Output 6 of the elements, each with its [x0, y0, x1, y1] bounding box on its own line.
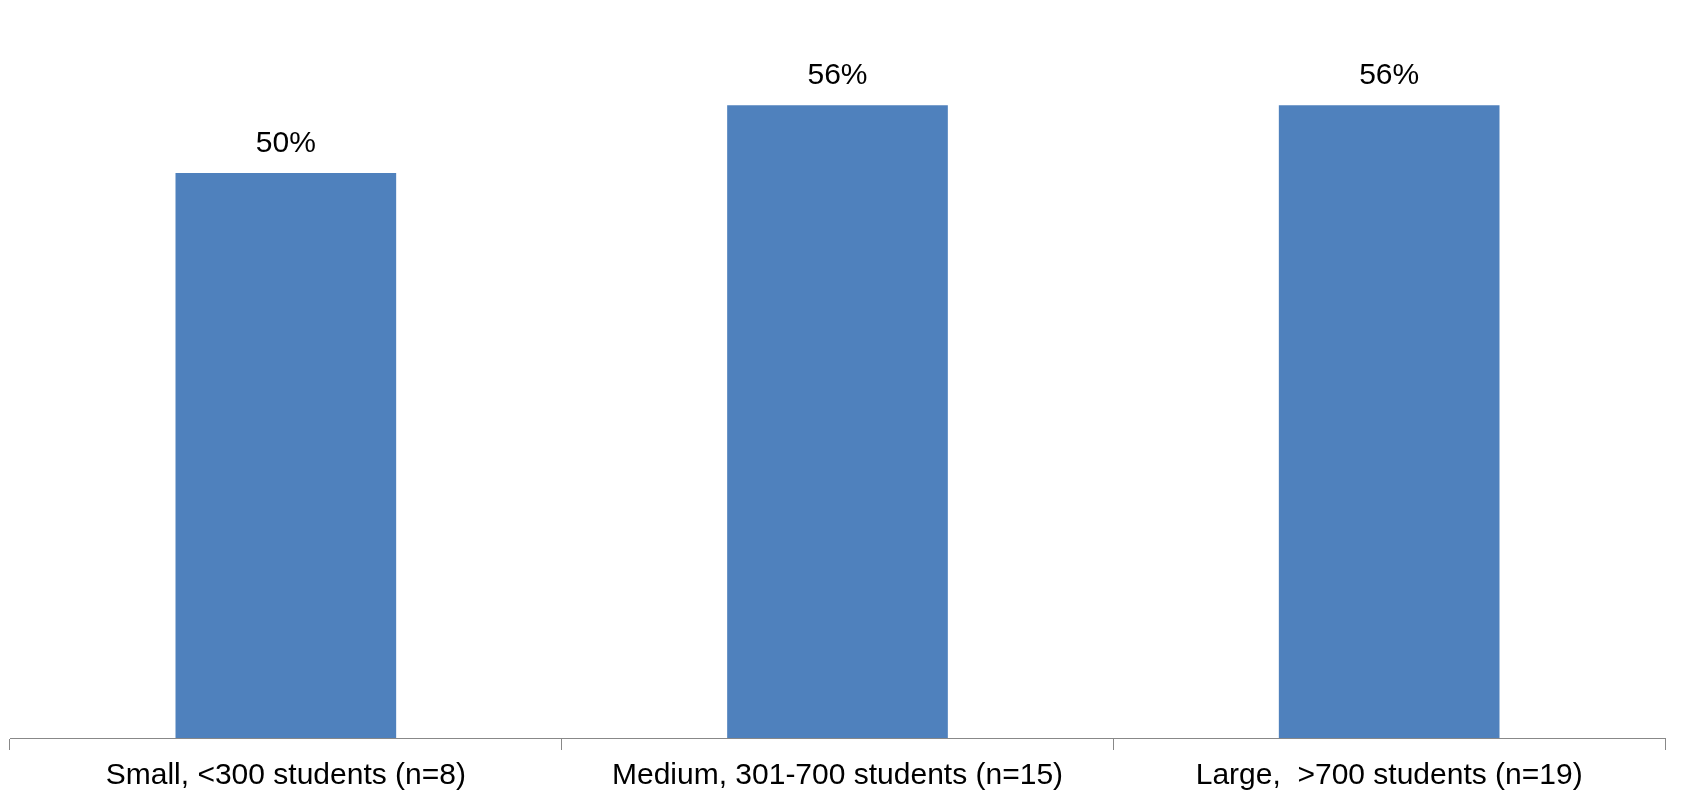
- x-tick-label: Small, <300 students (n=8): [105, 757, 466, 791]
- x-tick-label: Medium, 301-700 students (n=15): [611, 757, 1064, 791]
- data-label: 56%: [807, 57, 868, 91]
- data-label: 56%: [1359, 57, 1420, 91]
- x-tick-label: Large, >700 students (n=19): [1195, 757, 1583, 791]
- data-label: 50%: [255, 125, 316, 159]
